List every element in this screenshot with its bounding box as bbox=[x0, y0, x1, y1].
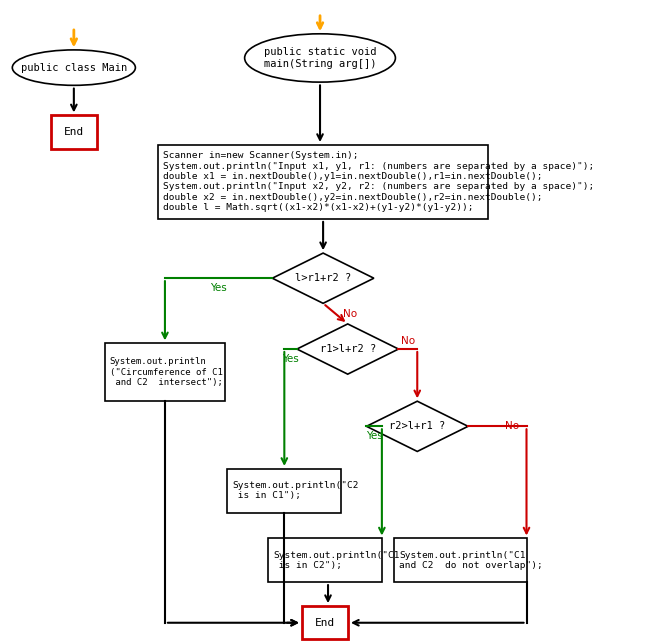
Text: No: No bbox=[401, 336, 415, 346]
Polygon shape bbox=[366, 401, 468, 451]
Text: Yes: Yes bbox=[366, 431, 383, 441]
Ellipse shape bbox=[245, 34, 396, 82]
Text: r2>l+r1 ?: r2>l+r1 ? bbox=[389, 421, 446, 431]
Text: No: No bbox=[343, 308, 357, 319]
Bar bbox=[105, 343, 225, 401]
Text: End: End bbox=[315, 618, 335, 628]
Text: Scanner in=new Scanner(System.in);
System.out.println("Input x1, y1, r1: (number: Scanner in=new Scanner(System.in); Syste… bbox=[163, 151, 595, 212]
Text: System.out.println("C1
and C2  do not overlap");: System.out.println("C1 and C2 do not ove… bbox=[399, 551, 543, 570]
Polygon shape bbox=[297, 324, 398, 374]
Bar bbox=[159, 145, 488, 219]
Text: System.out.println("C2
 is in C1");: System.out.println("C2 is in C1"); bbox=[232, 481, 359, 500]
Text: Yes: Yes bbox=[210, 283, 227, 293]
Ellipse shape bbox=[12, 50, 135, 86]
Bar bbox=[268, 538, 382, 582]
Text: l>r1+r2 ?: l>r1+r2 ? bbox=[295, 273, 352, 283]
FancyBboxPatch shape bbox=[302, 606, 348, 639]
Text: public class Main: public class Main bbox=[21, 62, 127, 73]
Text: End: End bbox=[64, 127, 84, 137]
Text: public static void
main(String arg[]): public static void main(String arg[]) bbox=[263, 47, 376, 69]
Bar bbox=[227, 469, 342, 513]
Text: No: No bbox=[505, 421, 519, 431]
Bar bbox=[394, 538, 526, 582]
Text: r1>l+r2 ?: r1>l+r2 ? bbox=[319, 344, 376, 354]
Text: System.out.println("C1
 is in C2");: System.out.println("C1 is in C2"); bbox=[273, 551, 400, 570]
Text: System.out.println
("Circumference of C1
 and C2  intersect");: System.out.println ("Circumference of C1… bbox=[110, 357, 223, 387]
Text: Yes: Yes bbox=[282, 354, 299, 364]
FancyBboxPatch shape bbox=[51, 115, 97, 149]
Polygon shape bbox=[272, 253, 374, 303]
